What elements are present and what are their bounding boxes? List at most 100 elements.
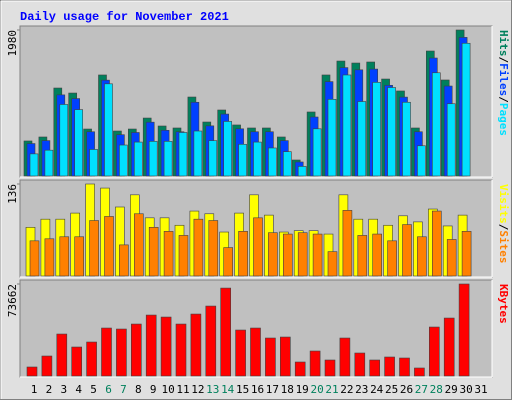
- x-tick-label: 5: [90, 383, 97, 396]
- bar: [29, 240, 40, 277]
- bar: [369, 359, 381, 377]
- bar: [446, 239, 457, 277]
- bar: [119, 144, 128, 177]
- bar: [163, 141, 173, 177]
- x-tick-label: 9: [150, 383, 157, 396]
- bar: [74, 236, 84, 277]
- x-tick-label: 20: [310, 383, 323, 396]
- bar: [131, 323, 142, 377]
- bar: [29, 153, 39, 177]
- bar: [414, 367, 425, 377]
- bar: [193, 130, 203, 177]
- bar: [208, 140, 218, 177]
- chart-title: Daily usage for November 2021: [20, 10, 229, 24]
- bar: [268, 147, 277, 177]
- x-tick-label: 7: [120, 383, 127, 396]
- bar: [26, 366, 38, 377]
- x-tick-label: 27: [415, 383, 428, 396]
- bar: [44, 238, 55, 277]
- x-tick-label: 18: [281, 383, 294, 396]
- y-tick-label: 136: [6, 184, 19, 204]
- bar: [461, 42, 471, 177]
- bar: [175, 323, 187, 377]
- legend-entry: Hits: [497, 30, 510, 57]
- x-tick-label: 29: [445, 383, 458, 396]
- bar: [253, 217, 263, 277]
- y-tick-label: 73662: [6, 284, 19, 317]
- bar: [238, 143, 247, 177]
- x-tick-label: 15: [236, 383, 249, 396]
- bar: [282, 151, 292, 177]
- bar: [193, 218, 204, 277]
- bar: [56, 333, 68, 377]
- bar: [417, 145, 426, 177]
- bar: [178, 235, 189, 277]
- bar: [342, 74, 352, 177]
- x-tick-label: 30: [459, 383, 472, 396]
- bar: [431, 72, 441, 177]
- bar: [134, 213, 144, 277]
- bar: [253, 141, 262, 177]
- bar: [265, 337, 276, 377]
- bar: [387, 87, 396, 177]
- x-tick-label: 28: [430, 383, 443, 396]
- legend: Visits/Sites: [497, 184, 510, 264]
- bar: [282, 233, 293, 277]
- bar: [160, 316, 172, 377]
- bar: [384, 356, 395, 377]
- bar: [86, 341, 97, 377]
- bar: [372, 82, 382, 177]
- x-tick-label: 11: [176, 383, 189, 396]
- x-tick-label: 23: [355, 383, 368, 396]
- bar: [309, 350, 321, 377]
- x-tick-label: 10: [161, 383, 174, 396]
- legend: KBytes: [497, 284, 510, 324]
- bar: [104, 83, 113, 177]
- bar: [339, 337, 351, 377]
- bar: [71, 346, 82, 377]
- bar: [268, 232, 278, 277]
- bar: [235, 329, 246, 377]
- x-tick-label: 16: [251, 383, 264, 396]
- legend: Hits/Files/Pages: [497, 30, 510, 136]
- x-tick-label: 4: [75, 383, 82, 396]
- x-tick-label: 25: [385, 383, 398, 396]
- bar: [327, 251, 338, 277]
- x-tick-label: 1: [31, 383, 38, 396]
- bar: [357, 235, 368, 277]
- bar: [387, 240, 397, 277]
- bar: [461, 231, 472, 277]
- bar: [250, 327, 261, 377]
- bar: [116, 328, 127, 377]
- bar: [357, 101, 367, 177]
- legend-entry: KBytes: [497, 284, 510, 324]
- bar: [417, 236, 427, 277]
- bar: [428, 326, 440, 377]
- x-tick-label: 26: [400, 383, 413, 396]
- bar: [74, 109, 83, 177]
- bar: [101, 327, 112, 377]
- legend-entry: Pages: [497, 103, 510, 136]
- x-tick-label: 24: [370, 383, 384, 396]
- legend-separator: /: [497, 57, 510, 64]
- bar: [312, 128, 322, 177]
- bar: [279, 336, 291, 377]
- bar: [148, 141, 158, 177]
- bar: [178, 132, 188, 177]
- bar: [89, 220, 99, 277]
- bar: [458, 283, 470, 377]
- bar: [446, 103, 456, 177]
- bar: [297, 166, 307, 177]
- bar: [41, 355, 53, 377]
- bar: [208, 220, 219, 277]
- bar: [190, 313, 202, 377]
- y-tick-label: 1980: [6, 30, 19, 57]
- bar: [134, 141, 143, 177]
- x-tick-label: 14: [221, 383, 235, 396]
- legend-entry: Files: [497, 63, 510, 96]
- bar: [145, 314, 157, 377]
- bar: [297, 232, 308, 277]
- x-tick-label: 31: [474, 383, 487, 396]
- bar: [354, 352, 366, 377]
